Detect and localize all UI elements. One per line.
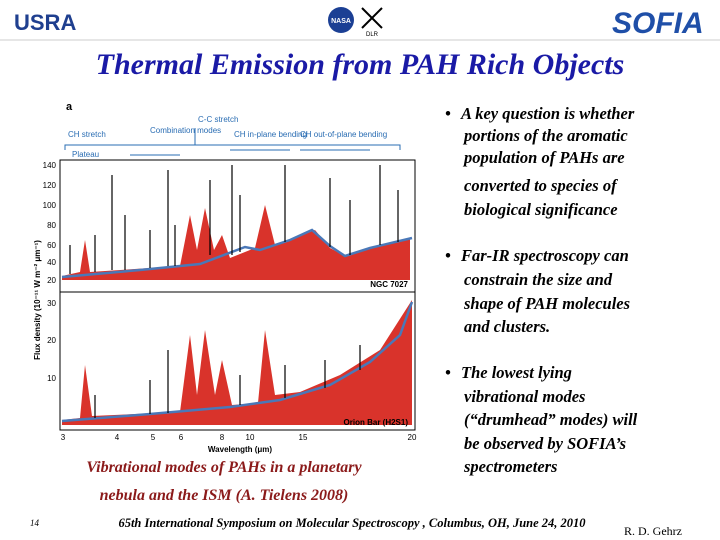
usra-logo: USRA <box>14 10 76 35</box>
bullet-line: be observed by SOFIA’s <box>464 434 626 453</box>
bullet-dot: • <box>445 246 451 265</box>
lower-pah-emission <box>62 300 412 425</box>
y-tick-label: 120 <box>43 181 57 190</box>
bullet-line: spectrometers <box>463 457 557 476</box>
bullet-dot: • <box>445 104 451 123</box>
y-tick-label: 60 <box>47 241 56 250</box>
bullet-dot: • <box>445 363 451 382</box>
x-tick-label: 20 <box>408 433 417 442</box>
bullet-line: (“drumhead” modes) will <box>464 410 638 429</box>
page-number: 14 <box>30 518 40 528</box>
caption-line: nebula and the ISM (A. Tielens 2008) <box>100 487 349 504</box>
y-tick-label: 100 <box>43 201 57 210</box>
bullets: • A key question is whether portions of … <box>445 104 638 476</box>
y-tick-label: 20 <box>47 336 56 345</box>
figure: a CH stretch Plateau Combination modes C… <box>30 95 422 455</box>
x-tick-label: 4 <box>115 433 120 442</box>
x-tick-label: 3 <box>61 433 66 442</box>
object-label: NGC 7027 <box>370 280 408 289</box>
band-label: CH in-plane bending <box>234 130 307 139</box>
lower-continuum <box>61 301 414 423</box>
band-label: CH stretch <box>68 130 106 139</box>
bullet-line: portions of the aromatic <box>462 126 628 145</box>
sofia-logo: SOFIA <box>612 7 704 40</box>
x-tick-label: 6 <box>179 433 184 442</box>
x-tick-label: 10 <box>246 433 255 442</box>
band-label: Combination modes <box>150 126 221 135</box>
bullet-line: population of PAHs are <box>462 148 625 167</box>
bullet-line: The lowest lying <box>461 363 572 382</box>
y-tick-label: 40 <box>47 258 56 267</box>
y-tick-label: 140 <box>43 161 57 170</box>
y-tick-label: 20 <box>47 276 56 285</box>
slide-title: Thermal Emission from PAH Rich Objects <box>96 48 625 81</box>
bullet-line: and clusters. <box>464 317 550 336</box>
header <box>0 0 720 40</box>
y-tick-label: 80 <box>47 221 56 230</box>
lower-lines <box>94 345 361 418</box>
upper-continuum <box>61 228 413 279</box>
upper-lines <box>69 165 399 274</box>
x-tick-label: 5 <box>151 433 156 442</box>
x-tick-label: 15 <box>299 433 308 442</box>
panel-label: a <box>66 101 73 113</box>
bullet-line: biological significance <box>464 200 618 219</box>
nasa-logo <box>328 7 354 33</box>
band-label: C-C stretch <box>198 115 238 124</box>
upper-pah-emission <box>62 205 410 280</box>
bullet-line: shape of PAH molecules <box>463 294 630 313</box>
y-tick-label: 10 <box>47 374 56 383</box>
dlr-text: DLR <box>366 32 379 38</box>
bullet-line: vibrational modes <box>464 387 585 406</box>
y-tick-label: 30 <box>47 299 56 308</box>
footer-author: R. D. Gehrz <box>624 524 682 538</box>
band-label: Plateau <box>72 150 99 159</box>
band-label: CH out-of-plane bending <box>300 130 387 139</box>
object-label: Orion Bar (H2S1) <box>344 418 409 427</box>
bullet-line: A key question is whether <box>460 104 635 123</box>
lower-panel <box>59 291 416 431</box>
dlr-logo <box>361 7 383 29</box>
bullet-line: constrain the size and <box>464 270 613 289</box>
x-tick-label: 8 <box>220 433 225 442</box>
x-axis-label: Wavelength (μm) <box>208 445 272 454</box>
footer-conference: 65th International Symposium on Molecula… <box>118 516 586 530</box>
bullet-line: Far-IR spectroscopy can <box>460 246 629 265</box>
bullet-line: converted to species of <box>464 176 618 195</box>
nasa-text: NASA <box>331 18 351 25</box>
y-axis-label: Flux density (10⁻¹¹ W m⁻² μm⁻¹) <box>33 240 42 360</box>
caption-line: Vibrational modes of PAHs in a planetary <box>86 459 362 476</box>
